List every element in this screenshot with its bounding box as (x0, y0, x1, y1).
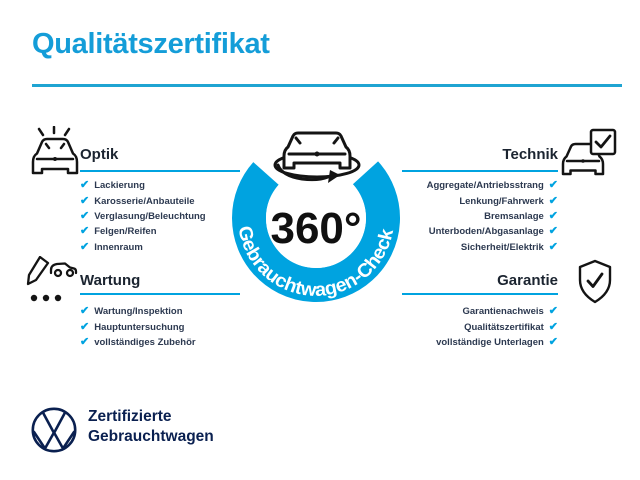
header-divider (32, 84, 622, 87)
checklist-item-label: Karosserie/Anbauteile (94, 195, 195, 207)
checklist-item: ✔ Hauptuntersuchung (80, 319, 240, 334)
ring (232, 134, 400, 302)
brand-claim-line2: Gebrauchtwagen (88, 427, 214, 445)
section-title-wartung: Wartung (80, 272, 141, 289)
section-underline (80, 170, 240, 172)
section-title-technik: Technik (502, 146, 558, 163)
checklist-item-label: Aggregate/Antriebsstrang (426, 180, 544, 192)
checklist-item-label: Garantienachweis (462, 306, 544, 318)
checklist-item-label: Felgen/Reifen (94, 226, 157, 238)
page-title: Qualitätszertifikat (32, 28, 270, 60)
garantie-checklist: Garantienachweis ✔ Qualitätszertifikat ✔ v… (402, 304, 558, 350)
check-icon: ✔ (80, 194, 90, 207)
car-checkbox-icon (561, 128, 617, 176)
check-icon: ✔ (548, 194, 558, 207)
section-title-garantie: Garantie (497, 272, 558, 289)
checklist-item: Qualitätszertifikat ✔ (402, 319, 558, 334)
wartung-checklist: ✔ Wartung/Inspektion ✔ Hauptuntersuchung ✔… (80, 304, 240, 350)
checklist-item: ✔ Verglasung/Beleuchtung (80, 209, 240, 224)
ring-inner (266, 168, 366, 268)
checklist-item-label: Unterboden/Abgasanlage (428, 226, 544, 238)
vw-logo (31, 407, 77, 453)
checklist-item-label: Hauptuntersuchung (94, 321, 185, 333)
section-underline (80, 293, 240, 295)
checklist-item: Garantienachweis ✔ (402, 304, 558, 319)
360-check-badge: Gebrauchtwagen-Check 360° (232, 131, 400, 302)
check-icon: ✔ (548, 225, 558, 238)
checklist-item-label: Lenkung/Fahrwerk (459, 195, 544, 207)
checklist-item-label: vollständiges Zubehör (94, 336, 196, 348)
optik-checklist: ✔ Lackierung ✔ Karosserie/Anbauteile ✔ Verg… (80, 178, 240, 255)
check-icon: ✔ (548, 305, 558, 318)
checklist-item: ✔ Felgen/Reifen (80, 224, 240, 239)
checklist-item: ✔ Karosserie/Anbauteile (80, 193, 240, 208)
checklist-item-label: Bremsanlage (484, 210, 544, 222)
checklist-item: ✔ vollständiges Zubehör (80, 335, 240, 350)
check-icon: ✔ (80, 179, 90, 192)
technik-checklist: Aggregate/Antriebsstrang ✔ Lenkung/Fahrwe… (402, 178, 558, 255)
check-icon: ✔ (80, 335, 90, 348)
checklist-item: ✔ Lackierung (80, 178, 240, 193)
check-icon: ✔ (548, 209, 558, 222)
check-icon: ✔ (80, 320, 90, 333)
check-icon: ✔ (80, 209, 90, 222)
section-underline (402, 293, 558, 295)
check-icon: ✔ (80, 225, 90, 238)
section-title-optik: Optik (80, 146, 119, 163)
checklist-item-label: vollständige Unterlagen (436, 336, 544, 348)
brand-claim-line1: Zertifizierte (88, 408, 172, 425)
checklist-item: Lenkung/Fahrwerk ✔ (402, 193, 558, 208)
checklist-item: vollständige Unterlagen ✔ (402, 335, 558, 350)
pen-car-checklist-icon (26, 256, 78, 302)
checklist-item: ✔ Innenraum (80, 240, 240, 255)
check-icon: ✔ (80, 305, 90, 318)
check-icon: ✔ (80, 240, 90, 253)
checklist-item: Aggregate/Antriebsstrang ✔ (402, 178, 558, 193)
check-icon: ✔ (548, 240, 558, 253)
checklist-item: Unterboden/Abgasanlage ✔ (402, 224, 558, 239)
checklist-item-label: Wartung/Inspektion (94, 306, 183, 318)
shiny-car-icon (31, 126, 79, 175)
checklist-item-label: Lackierung (94, 180, 145, 192)
checklist-item-label: Sicherheit/Elektrik (460, 241, 544, 253)
brand-claim: Zertifizierte Gebrauchtwagen (88, 407, 214, 446)
checklist-item: Bremsanlage ✔ (402, 209, 558, 224)
checklist-item: Sicherheit/Elektrik ✔ (402, 240, 558, 255)
shield-check-icon (578, 259, 612, 304)
section-underline (402, 170, 558, 172)
checklist-item: ✔ Wartung/Inspektion (80, 304, 240, 319)
checklist-item-label: Qualitätszertifikat (464, 321, 544, 333)
check-icon: ✔ (548, 179, 558, 192)
checklist-item-label: Innenraum (94, 241, 143, 253)
car-rotation-icon (273, 131, 361, 183)
check-icon: ✔ (548, 320, 558, 333)
degree-label: 360° (270, 204, 361, 253)
check-icon: ✔ (548, 335, 558, 348)
checklist-item-label: Verglasung/Beleuchtung (94, 210, 206, 222)
